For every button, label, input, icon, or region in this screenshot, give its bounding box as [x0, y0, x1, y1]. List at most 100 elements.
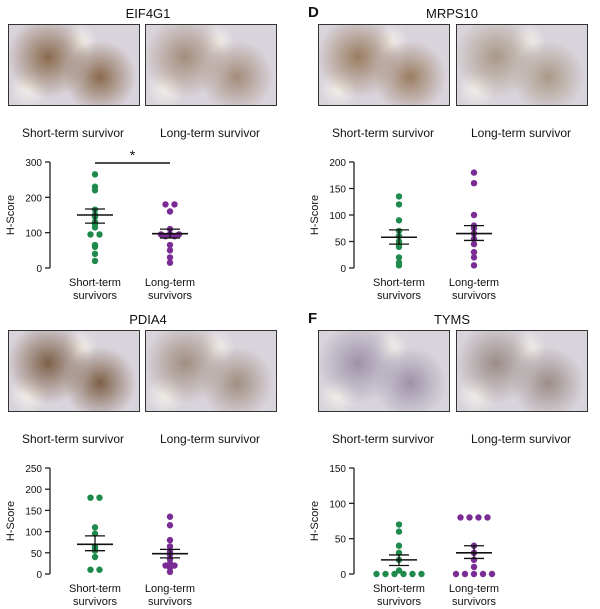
data-point [395, 262, 403, 269]
data-point [91, 171, 99, 178]
data-point [87, 566, 94, 573]
panel-pdia4: PDIA4 Short-term survivor Long-term surv… [0, 306, 296, 608]
x-category-label: Short-term [373, 583, 425, 595]
ihc-image-long-term [456, 24, 588, 106]
data-point [479, 570, 487, 578]
data-point [166, 241, 174, 249]
y-axis-title: H-Score [309, 195, 321, 235]
data-point [91, 250, 99, 258]
data-point [373, 570, 380, 578]
panel-title: MRPS10 [425, 6, 479, 21]
y-axis-title: H-Score [5, 195, 17, 235]
image-label-long-term: Long-term survivor [470, 432, 572, 446]
data-point [395, 254, 403, 261]
data-point [400, 570, 407, 578]
data-point [452, 570, 460, 578]
data-point [96, 566, 103, 573]
y-tick-label: 200 [329, 158, 346, 169]
data-point [166, 247, 174, 254]
data-point [391, 570, 398, 578]
ihc-image-short-term [318, 330, 450, 412]
image-label-short-term: Short-term survivor [21, 432, 125, 446]
data-point [166, 522, 174, 529]
x-category-label: survivors [73, 290, 118, 302]
y-tick-label: 300 [25, 158, 42, 169]
data-point [162, 201, 169, 208]
data-point [171, 201, 178, 208]
data-point [470, 169, 478, 176]
image-label-long-term: Long-term survivor [159, 126, 261, 140]
y-tick-label: 0 [340, 570, 346, 581]
ihc-image-short-term [8, 330, 140, 412]
hscore-scatter-plot: 050100150200250H-ScoreShort-termsurvivor… [5, 464, 195, 608]
y-tick-label: 0 [36, 570, 42, 581]
y-tick-label: 150 [329, 185, 346, 196]
data-point [470, 570, 478, 578]
data-point [87, 494, 94, 501]
ihc-image-long-term [145, 330, 277, 412]
data-point [91, 553, 99, 561]
image-label-long-term: Long-term survivor [159, 432, 261, 446]
data-point [91, 257, 99, 265]
data-point [470, 248, 478, 256]
data-point [409, 570, 416, 578]
y-tick-label: 50 [31, 549, 43, 560]
y-tick-label: 150 [329, 464, 346, 475]
x-category-label: Short-term [69, 277, 121, 289]
data-point [395, 243, 403, 250]
panel-letter: F [308, 310, 318, 327]
image-label-short-term: Short-term survivor [331, 432, 435, 446]
y-tick-label: 100 [25, 229, 42, 240]
y-axis-title: H-Score [309, 501, 321, 541]
data-point [166, 513, 174, 520]
x-category-label: Long-term [449, 583, 499, 595]
panel-letter: D [308, 4, 319, 21]
panel-tyms: F TYMS Short-term survivor Long-term sur… [304, 306, 600, 608]
hscore-scatter-plot: 050100150H-ScoreShort-termsurvivorsLong-… [309, 464, 499, 608]
ihc-image-long-term [456, 330, 588, 412]
data-point [166, 568, 174, 576]
panel-mrps10: D MRPS10 Short-term survivor Long-term s… [304, 0, 600, 302]
image-label-short-term: Short-term survivor [21, 126, 125, 140]
data-point [470, 254, 478, 261]
y-tick-label: 0 [36, 264, 42, 275]
data-point [166, 208, 174, 215]
x-category-label: survivors [148, 596, 193, 608]
panel-eif4g1: EIF4G1 Short-term survivor Long-term sur… [0, 0, 296, 302]
data-point [166, 254, 174, 261]
y-tick-label: 150 [25, 506, 42, 517]
y-tick-label: 250 [25, 464, 42, 475]
data-point [166, 536, 174, 544]
panel-title: EIF4G1 [125, 6, 171, 21]
x-category-label: survivors [377, 290, 422, 302]
hscore-scatter-plot: 050100150200H-ScoreShort-termsurvivorsLo… [309, 158, 499, 302]
data-point [395, 542, 403, 549]
x-category-label: Long-term [449, 277, 499, 289]
panel-title: PDIA4 [129, 312, 167, 327]
data-point [395, 528, 403, 535]
data-point [395, 201, 403, 208]
x-category-label: Short-term [69, 583, 121, 595]
hscore-scatter-plot: 0100200300H-ScoreShort-termsurvivorsLong… [5, 147, 195, 302]
ihc-image-short-term [318, 24, 450, 106]
data-point [96, 231, 103, 238]
data-point [470, 563, 478, 571]
data-point [87, 231, 94, 238]
image-label-short-term: Short-term survivor [331, 126, 435, 140]
x-category-label: survivors [377, 596, 422, 608]
y-axis-title: H-Score [5, 501, 17, 541]
x-category-label: Long-term [145, 277, 195, 289]
x-category-label: Short-term [373, 277, 425, 289]
ihc-image-short-term [8, 24, 140, 106]
data-point [475, 514, 482, 521]
y-tick-label: 50 [335, 238, 347, 249]
y-tick-label: 0 [340, 264, 346, 275]
x-category-label: survivors [148, 290, 193, 302]
data-point [91, 243, 99, 250]
data-point [466, 514, 473, 521]
x-category-label: survivors [73, 596, 118, 608]
ihc-image-long-term [145, 24, 277, 106]
y-tick-label: 50 [335, 535, 347, 546]
y-tick-label: 100 [25, 528, 42, 539]
y-tick-label: 200 [25, 193, 42, 204]
